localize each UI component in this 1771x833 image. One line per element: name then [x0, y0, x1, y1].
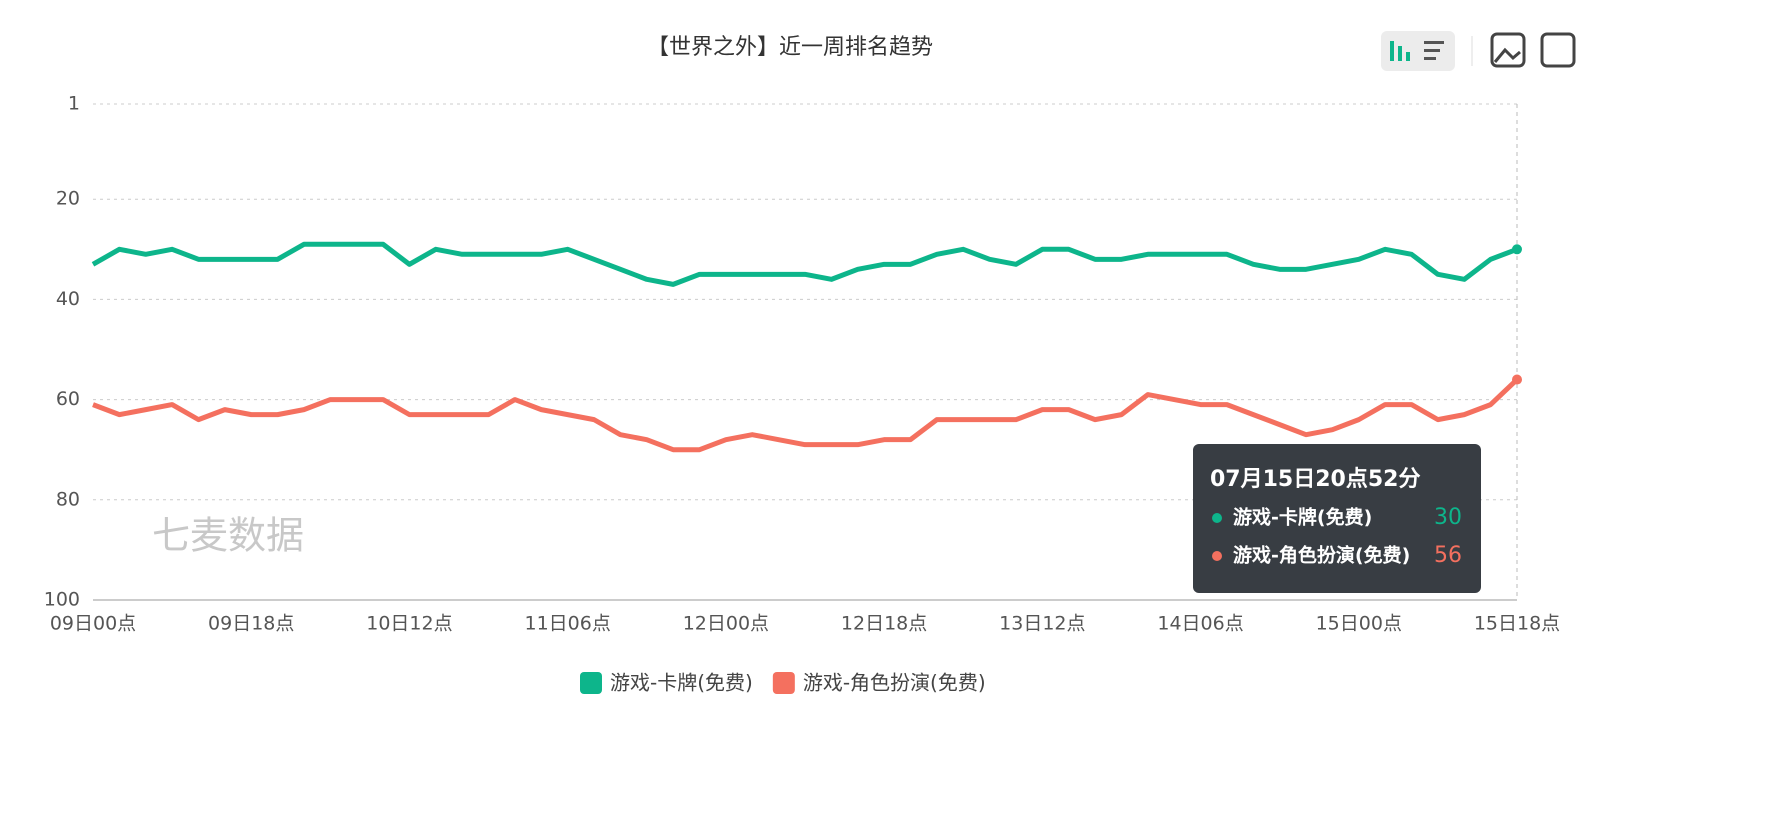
icon: [1493, 47, 1521, 63]
icon: [1398, 46, 1402, 61]
x-tick-label: 09日18点: [208, 613, 294, 635]
icon: [1424, 41, 1444, 44]
chart-title: 【世界之外】近一周排名趋势: [647, 35, 933, 60]
legend: 游戏-卡牌(免费) 游戏-角色扮演(免费): [580, 671, 986, 695]
y-tick-label: 1: [68, 93, 80, 115]
y-tick-label: 80: [56, 488, 80, 510]
x-tick-label: 15日00点: [1316, 613, 1402, 635]
tooltip-value: 30: [1434, 505, 1462, 530]
toolbar[interactable]: [1381, 31, 1576, 71]
legend-swatch: [580, 672, 602, 694]
y-tick-label: 20: [56, 188, 80, 210]
icon: [1390, 41, 1394, 61]
y-tick-label: 40: [56, 288, 80, 310]
x-tick-label: 11日06点: [524, 613, 610, 635]
tooltip-name: 游戏-角色扮演(免费): [1233, 544, 1410, 567]
download-button[interactable]: [1540, 32, 1576, 68]
image-button[interactable]: [1490, 32, 1526, 68]
x-tick-label: 14日06点: [1157, 613, 1243, 635]
tooltip-value: 56: [1434, 543, 1462, 568]
series-line: [92, 377, 1519, 453]
tooltip-box: [1193, 444, 1481, 593]
tooltip-title: 07月15日20点52分: [1210, 466, 1420, 492]
x-tick-label: 09日00点: [50, 613, 136, 635]
legend-label: 游戏-角色扮演(免费): [803, 671, 986, 695]
x-tick-label: 12日00点: [683, 613, 769, 635]
tooltip-name: 游戏-卡牌(免费): [1233, 506, 1372, 529]
legend-swatch: [772, 672, 795, 694]
icon: [1406, 52, 1410, 61]
hover-point: [1512, 374, 1522, 385]
tooltip-dot: [1212, 513, 1222, 523]
icon: [1424, 57, 1436, 60]
y-tick-label: 60: [56, 388, 80, 410]
watermark: 七麦数据: [152, 514, 304, 558]
icon: [1424, 49, 1440, 52]
legend-label: 游戏-卡牌(免费): [610, 671, 753, 695]
series-line: [91, 241, 1518, 287]
x-tick-label: 15日18点: [1474, 613, 1560, 635]
tooltip-dot: [1212, 551, 1222, 561]
y-tick-label: 100: [44, 589, 80, 611]
hover-point: [1512, 244, 1522, 255]
x-tick-label: 12日18点: [841, 613, 927, 635]
x-tick-label: 13日12点: [999, 613, 1085, 635]
x-tick-label: 10日12点: [366, 613, 452, 635]
